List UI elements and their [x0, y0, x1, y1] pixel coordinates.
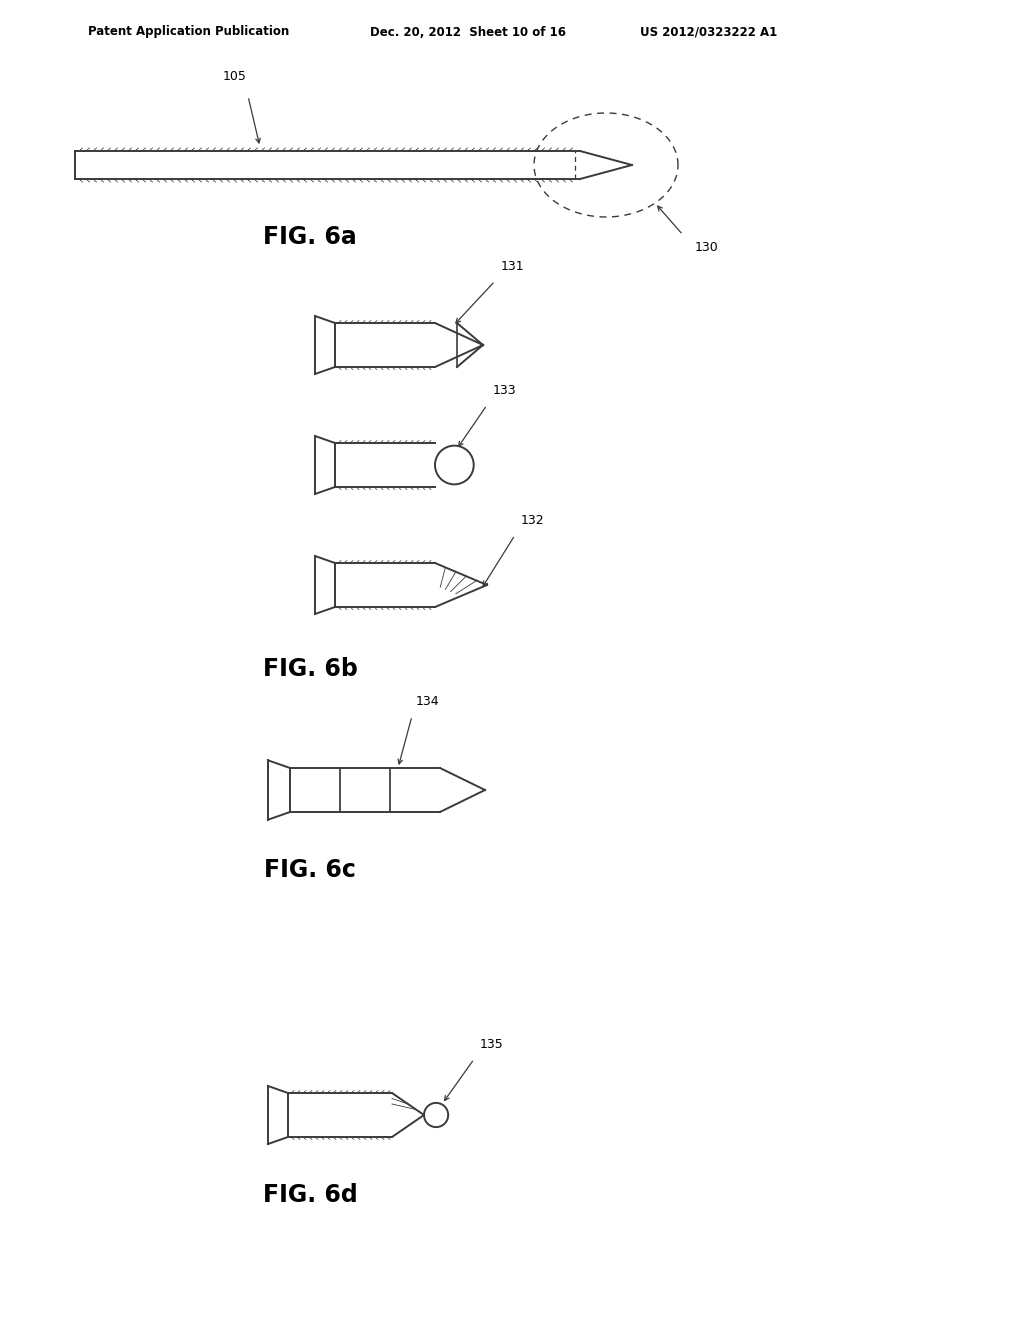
Text: Dec. 20, 2012  Sheet 10 of 16: Dec. 20, 2012 Sheet 10 of 16 — [370, 25, 566, 38]
Text: 133: 133 — [493, 384, 517, 397]
Text: FIG. 6a: FIG. 6a — [263, 224, 357, 249]
Text: 132: 132 — [521, 513, 545, 527]
Text: FIG. 6b: FIG. 6b — [262, 657, 357, 681]
Text: 135: 135 — [480, 1038, 504, 1051]
Text: 105: 105 — [223, 70, 247, 83]
Text: 130: 130 — [695, 242, 719, 253]
Text: FIG. 6c: FIG. 6c — [264, 858, 356, 882]
Text: 134: 134 — [416, 696, 439, 708]
Text: FIG. 6d: FIG. 6d — [262, 1183, 357, 1206]
Text: Patent Application Publication: Patent Application Publication — [88, 25, 289, 38]
Text: US 2012/0323222 A1: US 2012/0323222 A1 — [640, 25, 777, 38]
Text: 131: 131 — [501, 260, 524, 273]
